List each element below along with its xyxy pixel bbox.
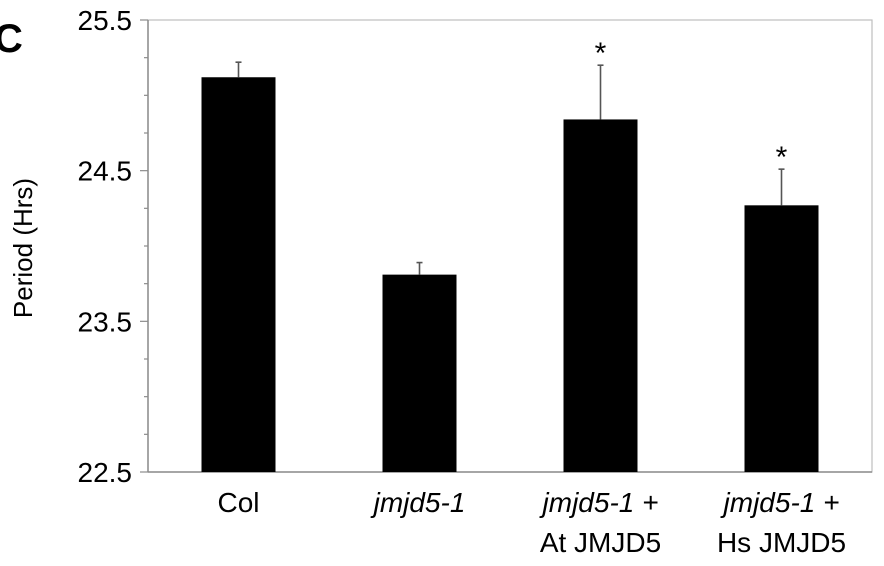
x-tick-label: jmjd5-1 + (539, 487, 659, 518)
bar (382, 274, 457, 472)
x-tick-label: Col (217, 487, 259, 518)
y-axis-label: Period (Hrs) (8, 178, 38, 318)
y-tick-label: 22.5 (78, 457, 133, 488)
x-tick-label-line2: At JMJD5 (540, 527, 661, 558)
axes: 22.5 23.5 24.5 25.5 (78, 5, 873, 488)
chart-marks: Col jmjd5-1 * jmjd5-1 + At JMJD5 * jmjd5-1 + Hs… (201, 37, 846, 558)
y-tick-label: 25.5 (78, 5, 133, 36)
x-tick-label-line2: Hs JMJD5 (717, 527, 846, 558)
x-tick-label: jmjd5-1 (370, 487, 466, 518)
panel-label: C (0, 17, 23, 61)
bar (744, 205, 819, 472)
y-tick-label: 24.5 (78, 156, 133, 187)
significance-marker: * (595, 37, 607, 70)
significance-marker: * (776, 141, 788, 174)
bar (201, 77, 276, 473)
bar (563, 119, 638, 472)
y-tick-label: 23.5 (78, 306, 133, 337)
x-tick-label: jmjd5-1 + (720, 487, 840, 518)
